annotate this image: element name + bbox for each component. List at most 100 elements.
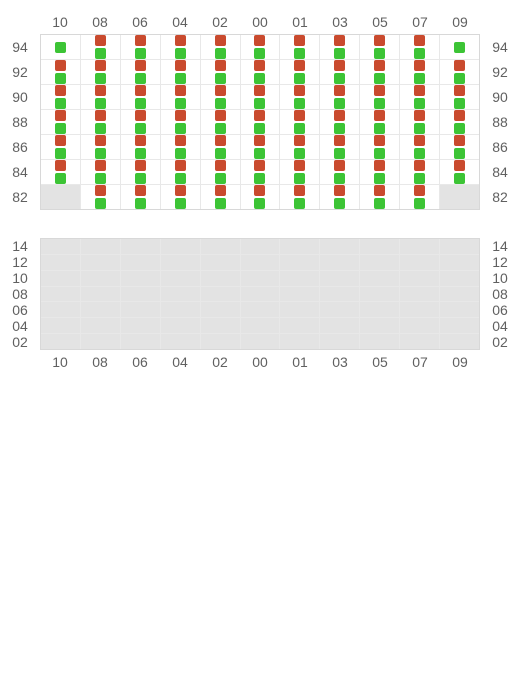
section-gap [0, 210, 520, 238]
seat-cell[interactable] [279, 160, 319, 184]
seat-cell[interactable] [240, 110, 280, 134]
seat-cell[interactable] [399, 110, 439, 134]
seat-cell[interactable] [200, 60, 240, 84]
seat-cell[interactable] [399, 60, 439, 84]
seat-cell[interactable] [279, 110, 319, 134]
seat-cell[interactable] [41, 110, 80, 134]
status-square-bottom [135, 148, 146, 159]
row-labels-left: 94929088868482 [0, 34, 40, 210]
seat-cell[interactable] [319, 35, 359, 59]
row-label: 02 [0, 334, 40, 350]
seat-cell[interactable] [160, 185, 200, 209]
seat-cell[interactable] [279, 135, 319, 159]
seat-cell[interactable] [200, 110, 240, 134]
seat-cell[interactable] [359, 35, 399, 59]
status-square-top [374, 160, 385, 171]
seat-cell[interactable] [359, 60, 399, 84]
seat-cell[interactable] [80, 85, 120, 109]
seat-cell[interactable] [200, 85, 240, 109]
status-square-top [95, 135, 106, 146]
seat-cell[interactable] [399, 185, 439, 209]
seat-cell[interactable] [319, 60, 359, 84]
status-square-top [294, 135, 305, 146]
bottom-section: 14121008060402 14121008060402 [0, 238, 520, 350]
seat-cell[interactable] [399, 35, 439, 59]
seat-cell[interactable] [439, 135, 479, 159]
seat-cell[interactable] [319, 85, 359, 109]
seat-cell[interactable] [41, 35, 80, 59]
seat-cell[interactable] [399, 85, 439, 109]
seat-cell[interactable] [359, 185, 399, 209]
seat-cell[interactable] [439, 85, 479, 109]
seat-cell[interactable] [80, 185, 120, 209]
seat-cell[interactable] [319, 135, 359, 159]
seat-cell[interactable] [240, 135, 280, 159]
seat-cell[interactable] [160, 35, 200, 59]
status-square-top [414, 135, 425, 146]
seat-cell[interactable] [120, 135, 160, 159]
seat-cell[interactable] [319, 110, 359, 134]
seat-cell[interactable] [279, 60, 319, 84]
seat-cell[interactable] [120, 85, 160, 109]
seat-cell[interactable] [120, 110, 160, 134]
seat-cell[interactable] [80, 60, 120, 84]
seat-cell[interactable] [120, 35, 160, 59]
row-label: 82 [480, 185, 520, 210]
seat-cell[interactable] [80, 35, 120, 59]
seat-cell[interactable] [359, 135, 399, 159]
status-square-bottom [215, 173, 226, 184]
seat-cell[interactable] [120, 60, 160, 84]
seat-cell[interactable] [279, 185, 319, 209]
seat-cell[interactable] [439, 60, 479, 84]
status-square-top [334, 85, 345, 96]
seat-cell[interactable] [359, 160, 399, 184]
seat-cell[interactable] [399, 135, 439, 159]
seat-cell[interactable] [160, 60, 200, 84]
status-square-bottom [334, 48, 345, 59]
seat-cell[interactable] [359, 110, 399, 134]
seat-cell[interactable] [439, 110, 479, 134]
seat-cell[interactable] [200, 35, 240, 59]
grid-row [41, 317, 479, 333]
seat-cell[interactable] [359, 85, 399, 109]
seat-cell[interactable] [240, 185, 280, 209]
seat-cell[interactable] [41, 160, 80, 184]
seat-cell[interactable] [399, 160, 439, 184]
seat-cell[interactable] [200, 185, 240, 209]
status-square-top [454, 85, 465, 96]
seat-cell[interactable] [120, 160, 160, 184]
seat-cell[interactable] [240, 160, 280, 184]
seat-cell[interactable] [160, 160, 200, 184]
grid-row [41, 270, 479, 286]
status-square-top [55, 160, 66, 171]
row-label: 14 [0, 238, 40, 254]
seat-cell[interactable] [200, 135, 240, 159]
seat-cell[interactable] [160, 135, 200, 159]
seat-cell[interactable] [279, 85, 319, 109]
status-square-bottom [374, 148, 385, 159]
seat-cell[interactable] [160, 85, 200, 109]
status-square-top [454, 160, 465, 171]
seat-cell[interactable] [120, 185, 160, 209]
seat-cell[interactable] [439, 160, 479, 184]
status-square-bottom [135, 198, 146, 209]
seat-cell[interactable] [41, 85, 80, 109]
seat-cell[interactable] [240, 85, 280, 109]
seat-cell[interactable] [240, 35, 280, 59]
seat-cell[interactable] [439, 35, 479, 59]
status-square-bottom [55, 42, 66, 53]
seat-cell[interactable] [240, 60, 280, 84]
seat-cell[interactable] [319, 160, 359, 184]
seat-cell[interactable] [319, 185, 359, 209]
seat-cell[interactable] [80, 110, 120, 134]
seat-cell[interactable] [41, 135, 80, 159]
seat-cell[interactable] [80, 135, 120, 159]
seat-cell[interactable] [279, 35, 319, 59]
seat-cell[interactable] [80, 160, 120, 184]
seat-cell-disabled [120, 271, 160, 286]
seat-cell-disabled [41, 185, 80, 209]
seat-cell[interactable] [200, 160, 240, 184]
seat-cell-disabled [240, 239, 280, 254]
seat-cell[interactable] [41, 60, 80, 84]
seat-cell[interactable] [160, 110, 200, 134]
